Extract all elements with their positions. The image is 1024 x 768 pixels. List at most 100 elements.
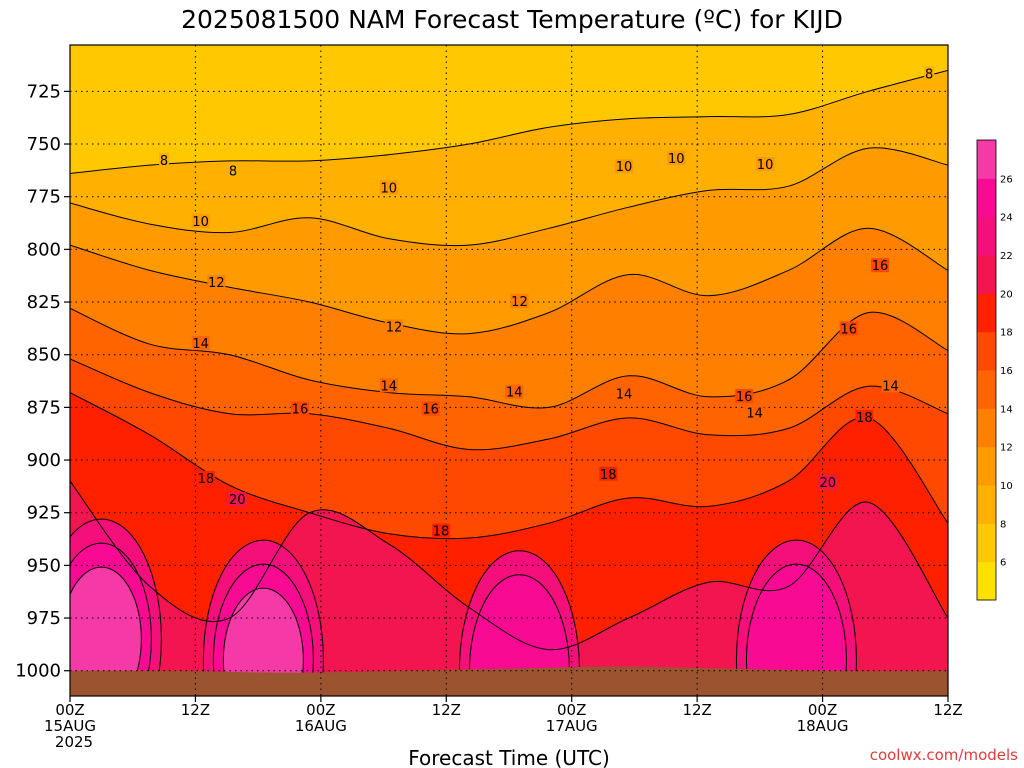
y-tick-label: 750 (27, 134, 61, 155)
y-tick-label: 775 (27, 187, 61, 208)
y-tick-label: 925 (27, 503, 61, 524)
contour-label-bg (881, 378, 900, 393)
y-axis: 725 750 775 800 825 850 875 900 925 950 975 1000 (15, 81, 70, 682)
colorbar-swatch (977, 561, 996, 601)
y-tick-label: 900 (27, 450, 61, 471)
colorbar-swatch (977, 331, 996, 371)
colorbar-swatch (977, 140, 996, 179)
isotherm-10 (70, 147, 948, 247)
contour-label: 16 (736, 390, 753, 405)
band-cold-pocket (70, 45, 274, 151)
contour-label: 8 (925, 67, 933, 82)
contour-label: 18 (433, 525, 450, 540)
y-tick-label: 875 (27, 397, 61, 418)
colorbar-swatch (977, 178, 996, 218)
contour-label-bg (745, 405, 764, 420)
colorbar-tick-label: 6 (1000, 558, 1006, 569)
contour-label: 8 (229, 164, 237, 179)
y-tick-label: 825 (27, 292, 61, 313)
contour-label: 12 (208, 276, 225, 291)
x-tick-label: 00Z (306, 701, 335, 719)
x-tick-label: 12Z (432, 701, 461, 719)
contour-label: 14 (381, 379, 398, 394)
colorbar-tick-label: 10 (1000, 481, 1013, 492)
isotherm-16 (70, 358, 948, 451)
colorbar-swatch (977, 293, 996, 333)
x-tick-label: 16AUG (295, 717, 347, 735)
contour-label-bg (505, 384, 524, 399)
contour-label: 10 (381, 181, 398, 196)
contour-label-bg (614, 159, 633, 174)
contour-label: 14 (506, 386, 523, 401)
contour-label: 10 (192, 215, 209, 230)
contour-label-bg (924, 66, 935, 81)
x-tick-label: 00Z (557, 701, 586, 719)
contour-label: 20 (229, 493, 246, 508)
contour-label: 18 (198, 472, 215, 487)
contour-label: 14 (192, 337, 209, 352)
contour-label-bg (385, 319, 404, 334)
x-tick-label: 15AUG (44, 717, 96, 735)
contour-label: 12 (386, 320, 403, 335)
contour-label: 10 (757, 158, 774, 173)
x-tick-label: 00Z (808, 701, 837, 719)
contour-label-bg (756, 157, 775, 172)
contour-label: 16 (292, 402, 309, 417)
colorbar-swatch (977, 446, 996, 486)
contour-label-bg (614, 386, 633, 401)
contour-label-bg (432, 523, 451, 538)
isotherm-18 (70, 392, 948, 540)
isotherm-contours (70, 69, 948, 651)
x-tick-label: 18AUG (797, 717, 849, 735)
contour-label-bg (228, 163, 239, 178)
contour-label: 20 (820, 476, 837, 491)
credit-link[interactable]: coolwx.com/models (870, 746, 1018, 764)
colorbar-tick-label: 24 (1000, 213, 1013, 224)
contour-label-bg (510, 294, 529, 309)
y-tick-label: 975 (27, 608, 61, 629)
contour-label: 14 (616, 388, 633, 403)
colorbar-tick-label: 26 (1000, 174, 1013, 185)
colorbar-tick-label: 20 (1000, 289, 1013, 300)
isotherm-14 (70, 307, 948, 409)
grid-lines (70, 45, 948, 696)
plot-frame (69, 44, 949, 697)
chart-title: 2025081500 NAM Forecast Temperature (ºC)… (181, 5, 843, 34)
colorbar-tick-label: 18 (1000, 328, 1013, 339)
warm-core-0-26 (70, 566, 142, 696)
contour-label-bg (159, 152, 170, 167)
contour-label: 16 (840, 322, 857, 337)
contour-label-bg (599, 466, 618, 481)
contour-label-bg (191, 213, 210, 228)
contour-label-bg (207, 275, 226, 290)
contour-label: 8 (160, 154, 168, 169)
colorbar-tick-label: 22 (1000, 251, 1013, 262)
contour-label: 14 (746, 407, 763, 422)
contour-label-bg (839, 321, 858, 336)
colorbar-swatch (977, 408, 996, 448)
colorbar-tick-label: 8 (1000, 519, 1006, 530)
colorbar-swatch (977, 216, 996, 256)
colorbar-swatch (977, 370, 996, 409)
ground-terrain (70, 666, 948, 696)
contour-label: 10 (668, 152, 685, 167)
contour-label-bg (379, 180, 398, 195)
isotherm-20 (70, 480, 948, 651)
contour-label-bg (855, 409, 874, 424)
contour-label-bg (818, 475, 837, 490)
contour-label-bg (228, 492, 247, 507)
contour-label-bg (871, 258, 890, 273)
x-tick-label: 00Z (55, 701, 84, 719)
colorbar-tick-label: 12 (1000, 443, 1013, 454)
colorbar-swatch (977, 485, 996, 524)
y-tick-label: 800 (27, 239, 61, 260)
contour-label-bg (191, 336, 210, 351)
colorbar-tick-label: 16 (1000, 366, 1013, 377)
x-tick-label: 12Z (933, 701, 962, 719)
contour-label: 12 (511, 295, 528, 310)
x-tick-label: 17AUG (546, 717, 598, 735)
colorbar-tick-label: 14 (1000, 404, 1013, 415)
x-axis-title: Forecast Time (UTC) (408, 746, 610, 768)
